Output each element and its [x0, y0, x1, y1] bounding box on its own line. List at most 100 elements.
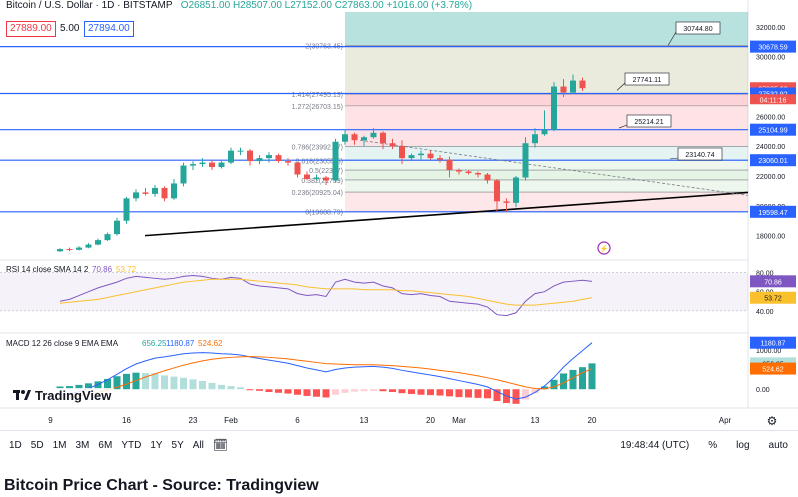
timeframe-1y[interactable]: 1Y — [150, 439, 163, 451]
macd-histogram-bar — [389, 389, 396, 392]
rsi-band — [0, 272, 748, 311]
symbol-header: Bitcoin / U.S. Dollar · 1D · BITSTAMP O2… — [6, 0, 472, 11]
candle-body — [484, 174, 491, 181]
timeframe-1d[interactable]: 1D — [9, 439, 22, 451]
candle-body — [218, 162, 225, 168]
candle-body — [560, 86, 567, 93]
buy-price-button[interactable]: 27894.00 — [84, 21, 134, 37]
timeframe-3m[interactable]: 3M — [75, 439, 90, 451]
spread-value: 5.00 — [60, 23, 80, 34]
rsi-value-tag — [750, 275, 796, 288]
macd-histogram-bar — [474, 389, 482, 398]
fib-zone — [345, 105, 748, 147]
candle-body — [85, 244, 92, 248]
macd-histogram-bar — [408, 389, 415, 394]
candle-body — [313, 177, 320, 179]
trend-line-dashed — [359, 139, 749, 196]
candle-body — [351, 134, 358, 141]
fib-zone — [345, 146, 748, 161]
macd-histogram-bar — [123, 373, 130, 390]
fib-zone — [345, 192, 748, 212]
timeframe-1m[interactable]: 1M — [52, 439, 67, 451]
callout-label: 25214.21 — [634, 119, 663, 126]
macd-histogram-bar — [588, 363, 596, 390]
fib-label: 0(19608.79) — [305, 210, 343, 217]
rsi-value-tag-label: 70.86 — [764, 279, 782, 286]
price-chart[interactable]: 0(19608.79) 0.236(20925.04) 0.382(21739) 0.… — [0, 0, 798, 430]
trend-line — [144, 191, 749, 237]
candle-body — [228, 150, 234, 163]
rsi-tick-label: 80.00 — [756, 271, 774, 278]
candle-body — [256, 158, 263, 162]
tradingview-logo-icon — [13, 390, 31, 400]
fib-zone — [345, 179, 748, 193]
x-tick-label: 23 — [189, 416, 198, 425]
callout-leader — [669, 157, 679, 160]
macd-tick-label: 1000.00 — [756, 348, 781, 355]
x-tick-label: Apr — [719, 416, 732, 425]
x-tick-label: 20 — [588, 416, 597, 425]
macd-value-tag-label: 1180.87 — [761, 341, 786, 348]
price-axis-tag — [750, 205, 796, 218]
candle-body — [389, 143, 396, 147]
macd-histogram-bar — [579, 367, 586, 390]
macd-histogram-bar — [446, 389, 453, 397]
macd-signal-line — [59, 356, 593, 399]
candle-body — [513, 177, 519, 203]
date-range-icon[interactable]: 🗓︎ — [212, 438, 229, 452]
macd-histogram-bar — [512, 389, 520, 404]
x-tick-label: 6 — [295, 416, 300, 425]
rsi-sma-tag — [750, 291, 796, 304]
timeframe-6m[interactable]: 6M — [98, 439, 113, 451]
macd-hist-label: 656.25 — [142, 339, 167, 348]
macd-pane-label: MACD 12 26 close 9 EMA EMA — [6, 339, 119, 348]
timeframe-5d[interactable]: 5D — [30, 439, 44, 451]
rsi-line — [59, 274, 593, 317]
candle-body — [399, 146, 405, 159]
callout-box — [677, 147, 723, 161]
rsi-tick-label: 40.00 — [756, 309, 774, 316]
symbol-line: Bitcoin / U.S. Dollar · 1D · BITSTAMP — [6, 0, 173, 11]
percent-toggle[interactable]: % — [708, 439, 718, 451]
macd-histogram-bar — [560, 373, 567, 390]
y-tick-label: 18000.00 — [756, 234, 785, 241]
y-tick-label: 22000.00 — [756, 174, 785, 181]
macd-histogram-bar — [180, 377, 187, 390]
macd-histogram-bar — [455, 389, 463, 398]
callout-label: 30744.80 — [683, 26, 712, 33]
auto-toggle[interactable]: auto — [768, 439, 788, 451]
x-tick-label: 20 — [426, 416, 435, 425]
candle-body — [503, 201, 510, 203]
candle-body — [522, 143, 529, 178]
macd-value-label: 1180.87 — [166, 339, 195, 348]
settings-gear-icon[interactable]: ⚙ — [767, 414, 778, 428]
price-axis-tag — [750, 40, 796, 53]
timeframe-all[interactable]: All — [192, 439, 204, 451]
macd-histogram-bar — [66, 386, 73, 390]
utc-clock[interactable]: 19:48:44 (UTC) — [620, 439, 690, 451]
timeframe-5y[interactable]: 5Y — [171, 439, 184, 451]
log-toggle[interactable]: log — [736, 439, 750, 451]
alert-icon-glyph: ⚡ — [600, 244, 609, 253]
macd-histogram-bar — [493, 389, 501, 402]
rsi-value-label: 70.86 — [92, 265, 113, 274]
timeframe-ytd[interactable]: YTD — [121, 439, 142, 451]
tradingview-logo[interactable]: TradingView — [10, 388, 115, 403]
macd-histogram-bar — [322, 389, 330, 398]
macd-histogram-bar — [85, 383, 92, 390]
macd-histogram-bar — [227, 386, 235, 390]
macd-histogram-bar — [237, 387, 244, 390]
bottom-toolbar: 1D 5D 1M 3M 6M YTD 1Y 5Y All 🗓︎ 19:48:44… — [0, 430, 798, 459]
sell-price-button[interactable]: 27889.00 — [6, 21, 56, 37]
candle-body — [456, 170, 462, 172]
candle-body — [123, 198, 130, 221]
candle-body — [370, 132, 377, 138]
macd-histogram-bar — [417, 389, 425, 395]
candle-body — [380, 132, 386, 144]
candle-body — [418, 153, 424, 156]
figure-caption: Bitcoin Price Chart - Source: Tradingvie… — [4, 477, 319, 494]
macd-histogram-bar — [75, 384, 83, 390]
macd-value-tag-label: 524.62 — [762, 367, 784, 374]
fib-label: 0.618(23055.5) — [296, 158, 343, 165]
candle-body — [446, 159, 453, 171]
